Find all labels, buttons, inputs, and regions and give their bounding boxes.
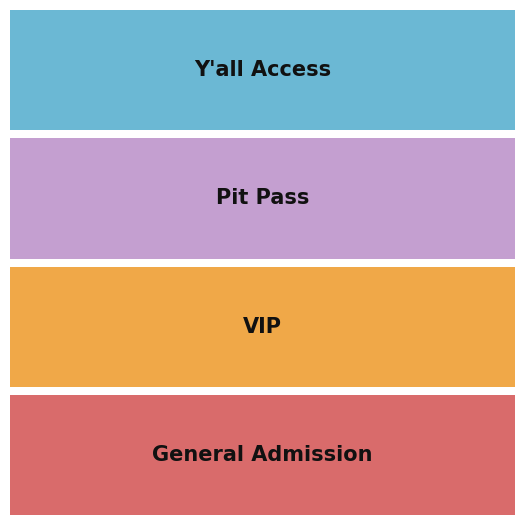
Bar — [10, 10, 515, 130]
Text: Pit Pass: Pit Pass — [216, 188, 309, 208]
Text: Y'all Access: Y'all Access — [194, 60, 331, 80]
Text: VIP: VIP — [243, 317, 282, 337]
Bar — [10, 267, 515, 387]
Bar — [10, 138, 515, 258]
Bar — [10, 395, 515, 515]
Text: General Admission: General Admission — [152, 445, 373, 465]
